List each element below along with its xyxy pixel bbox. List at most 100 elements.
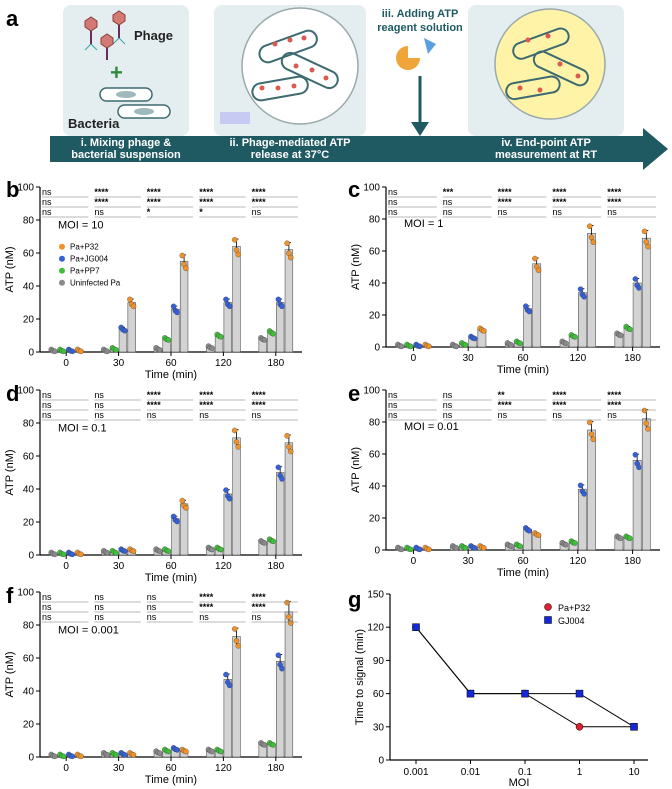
- significance-label: ns: [94, 612, 104, 622]
- significance-label: ns: [94, 592, 104, 602]
- data-point-pa-jg004: [577, 286, 584, 292]
- data-point-uninfected-pa: [453, 343, 460, 350]
- data-point-uninfected-pa: [104, 550, 111, 556]
- data-point-pa-pp7: [218, 546, 224, 553]
- data-point-pa-pp7: [60, 551, 67, 558]
- significance-label: ****: [607, 390, 622, 400]
- step1-line1: i. Mixing phage &: [81, 137, 172, 149]
- significance-label: ns: [42, 197, 52, 207]
- data-point-pa-jg004: [279, 665, 285, 672]
- data-point-pa-p32: [179, 497, 186, 504]
- data-point-pa-p32: [532, 255, 538, 262]
- data-point-pa-p32: [641, 228, 648, 235]
- significance-label: ****: [552, 187, 567, 197]
- chart-panel-e: e 0 20 40 60 80 100 ATP (nM) Time (min) 0 30 60 120 1…: [348, 381, 660, 579]
- bar-pa-jg004: [632, 282, 642, 348]
- data-point-uninfected-pa: [156, 548, 163, 554]
- bar-pa-p32: [232, 246, 241, 353]
- step3-line2: measurement at RT: [495, 149, 597, 161]
- data-point-pa-p32: [130, 752, 137, 758]
- x-tick-label: 30: [463, 353, 475, 364]
- y-tick-label: 40: [23, 282, 35, 293]
- chart-panel-d: d 0 20 40 60 80 100 ATP (nM) Time (min) 0 30 60 120 1…: [4, 381, 302, 584]
- data-point-pa-pp7: [270, 538, 276, 545]
- bar-pa-jg004: [171, 518, 180, 556]
- process-arrow-head: [643, 128, 668, 170]
- significance-label: ns: [388, 390, 398, 400]
- data-point-uninfected-pa: [52, 551, 58, 558]
- x-axis-title: Time (min): [145, 774, 197, 786]
- significance-label: ns: [199, 612, 209, 622]
- data-point-pa-jg004: [223, 296, 229, 303]
- data-point-uninfected-pa: [261, 337, 268, 343]
- infected-bacteria-icon: [251, 29, 339, 102]
- x-tick-label: 60: [517, 353, 529, 364]
- data-point-uninfected-pa: [156, 347, 163, 353]
- significance-label: ****: [94, 197, 109, 207]
- x-tick-label: 30: [113, 763, 125, 774]
- significance-label: ****: [199, 390, 214, 400]
- series-line-pa-p32: [415, 626, 634, 728]
- y-tick-label: 90: [373, 656, 385, 667]
- legend-label: Pa+PP7: [70, 267, 100, 276]
- data-point-uninfected-pa: [398, 546, 405, 553]
- legend-label: Pa+P32: [70, 243, 99, 252]
- data-point-pa-p32: [78, 551, 84, 558]
- legend-marker-gj004: [544, 616, 552, 624]
- y-tick-label: 100: [363, 183, 380, 194]
- significance-label: *: [199, 207, 203, 217]
- data-point-uninfected-pa: [104, 752, 111, 758]
- data-point-pa-p32: [235, 643, 242, 649]
- data-point-pa-jg004: [471, 335, 478, 342]
- data-point-uninfected-pa: [453, 545, 460, 551]
- data-point-pa-pp7: [270, 742, 276, 748]
- panel-a-label: a: [6, 6, 19, 31]
- data-point-pa-jg004: [69, 551, 76, 558]
- data-point-uninfected-pa: [261, 540, 268, 546]
- moi-label: MOI = 10: [58, 219, 104, 231]
- moi-label: MOI = 0.01: [404, 421, 459, 433]
- significance-label: ns: [498, 410, 508, 420]
- y-tick-label: 0: [28, 348, 34, 359]
- y-tick-label: 80: [23, 621, 35, 632]
- data-point-pa-jg004: [632, 452, 639, 458]
- data-point-pa-jg004: [279, 476, 285, 482]
- bar-pa-jg004: [523, 308, 532, 348]
- reagent-shard-icon: [424, 38, 436, 54]
- bar-pa-jg004: [275, 302, 285, 353]
- x-tick-label: 0.01: [461, 767, 481, 778]
- data-point-pa-pp7: [462, 342, 469, 348]
- bar-pa-p32: [587, 233, 596, 348]
- significance-label: ns: [94, 602, 104, 612]
- data-point-pa-jg004: [174, 747, 180, 753]
- data-point-pa-p32: [641, 407, 648, 414]
- data-point-pa-pp7: [407, 343, 414, 350]
- x-tick-label: 0: [63, 763, 69, 774]
- data-point-pa-jg004: [636, 464, 642, 471]
- significance-label: **: [498, 390, 506, 400]
- significance-label: ****: [94, 187, 109, 197]
- x-tick-label: 120: [215, 561, 232, 572]
- legend-label: Pa+JG004: [70, 255, 109, 264]
- y-tick-label: 0: [378, 756, 384, 767]
- phage-icon: [84, 10, 126, 60]
- data-point-pa-p32: [127, 296, 133, 303]
- panel-a-schematic: a Phage + Bacteria: [6, 5, 668, 170]
- significance-label: ns: [252, 410, 262, 420]
- y-tick-label: 60: [23, 654, 35, 665]
- data-point-pa-jg004: [174, 518, 180, 525]
- bar-pa-jg004: [275, 472, 285, 556]
- data-point-pa-pp7: [462, 545, 469, 551]
- data-point-pa-jg004: [471, 545, 478, 551]
- data-point-pa-jg004: [122, 752, 128, 758]
- y-axis-title: ATP (nM): [350, 447, 362, 493]
- data-point-pa-p32: [588, 234, 595, 241]
- significance-label: ns: [443, 400, 453, 410]
- data-point-pa-p32: [590, 239, 597, 245]
- x-tick-label: 60: [165, 358, 177, 369]
- significance-label: ns: [252, 612, 262, 622]
- significance-label: ns: [94, 400, 104, 410]
- x-tick-label: 0: [411, 556, 417, 567]
- data-point-pa-jg004: [226, 303, 233, 310]
